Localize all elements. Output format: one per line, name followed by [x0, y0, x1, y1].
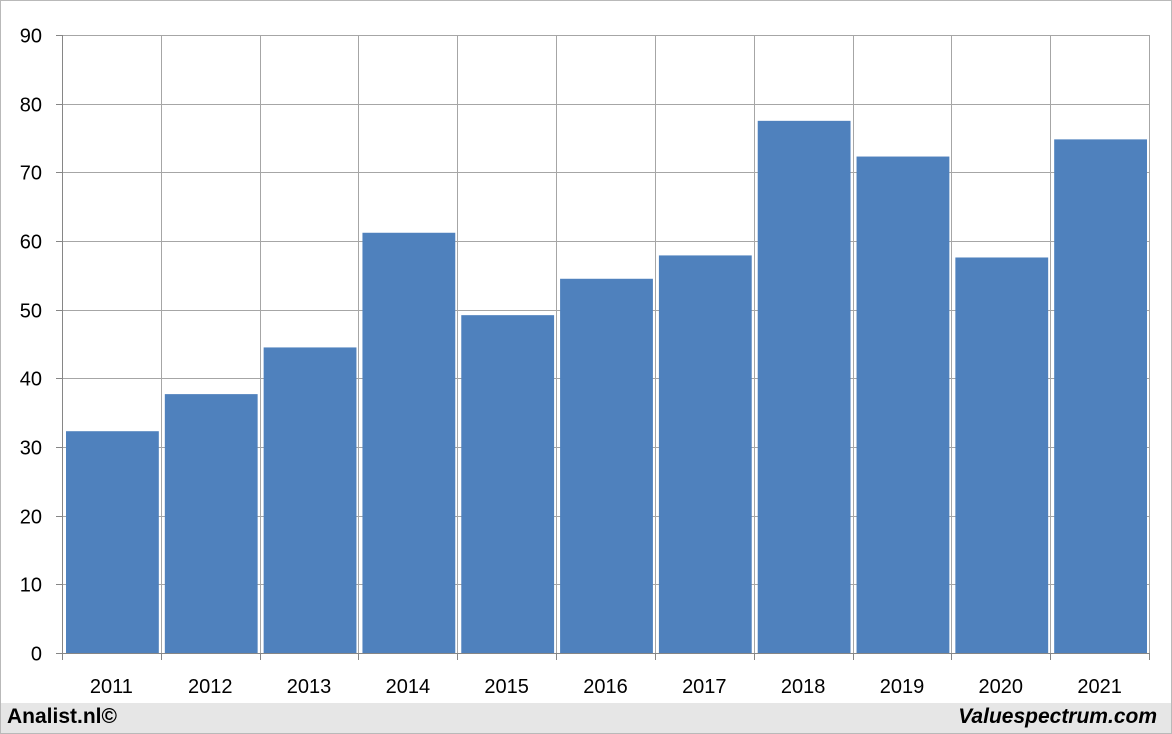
x-tick-label-2020: 2020 — [979, 676, 1024, 698]
source-credit-right: Valuespectrum.com — [958, 705, 1157, 728]
y-tick-label: 0 — [31, 644, 42, 666]
x-tick-label-2019: 2019 — [880, 676, 925, 698]
x-tick-label-2017: 2017 — [682, 676, 727, 698]
bar-2018 — [757, 120, 851, 654]
bar-2011 — [66, 431, 159, 653]
y-tick-label: 20 — [20, 507, 42, 529]
bar-2012 — [164, 394, 258, 653]
bar-2020 — [955, 257, 1049, 653]
axes — [56, 35, 1150, 660]
bar-2014 — [362, 232, 456, 653]
y-tick-label: 50 — [20, 301, 42, 323]
y-tick-label: 60 — [20, 232, 42, 254]
y-tick-label: 70 — [20, 163, 42, 185]
footer-bar: Analist.nl© Valuespectrum.com — [1, 703, 1171, 733]
bar-2021 — [1054, 139, 1147, 653]
x-tick-label-2015: 2015 — [484, 676, 529, 698]
y-tick-label: 90 — [20, 26, 42, 48]
bar-2013 — [263, 347, 357, 653]
bar-chart: 0 10 20 30 40 50 60 70 80 90 2011 2012 2013 2014 2015… — [20, 26, 1150, 698]
bars — [66, 120, 1147, 654]
bar-2017 — [658, 255, 752, 654]
y-tick-label: 30 — [20, 438, 42, 460]
source-credit-left: Analist.nl© — [7, 705, 117, 728]
y-tick-labels: 0 10 20 30 40 50 60 70 80 90 — [20, 26, 42, 666]
y-tick-label: 10 — [20, 575, 42, 597]
x-tick-label-2013: 2013 — [287, 676, 332, 698]
bar-2015 — [461, 315, 555, 653]
y-tick-label: 80 — [20, 95, 42, 117]
bar-2019 — [856, 156, 950, 654]
x-tick-labels: 2011 2012 2013 2014 2015 2016 2017 2018 2019 2020… — [90, 676, 1122, 698]
y-tick-label: 40 — [20, 369, 42, 391]
x-tick-label-2021: 2021 — [1077, 676, 1122, 698]
x-tick-label-2016: 2016 — [583, 676, 628, 698]
x-tick-label-2014: 2014 — [386, 676, 431, 698]
x-tick-label-2011: 2011 — [90, 676, 133, 698]
x-tick-label-2018: 2018 — [781, 676, 826, 698]
x-tick-label-2012: 2012 — [188, 676, 233, 698]
bar-2016 — [560, 278, 653, 653]
